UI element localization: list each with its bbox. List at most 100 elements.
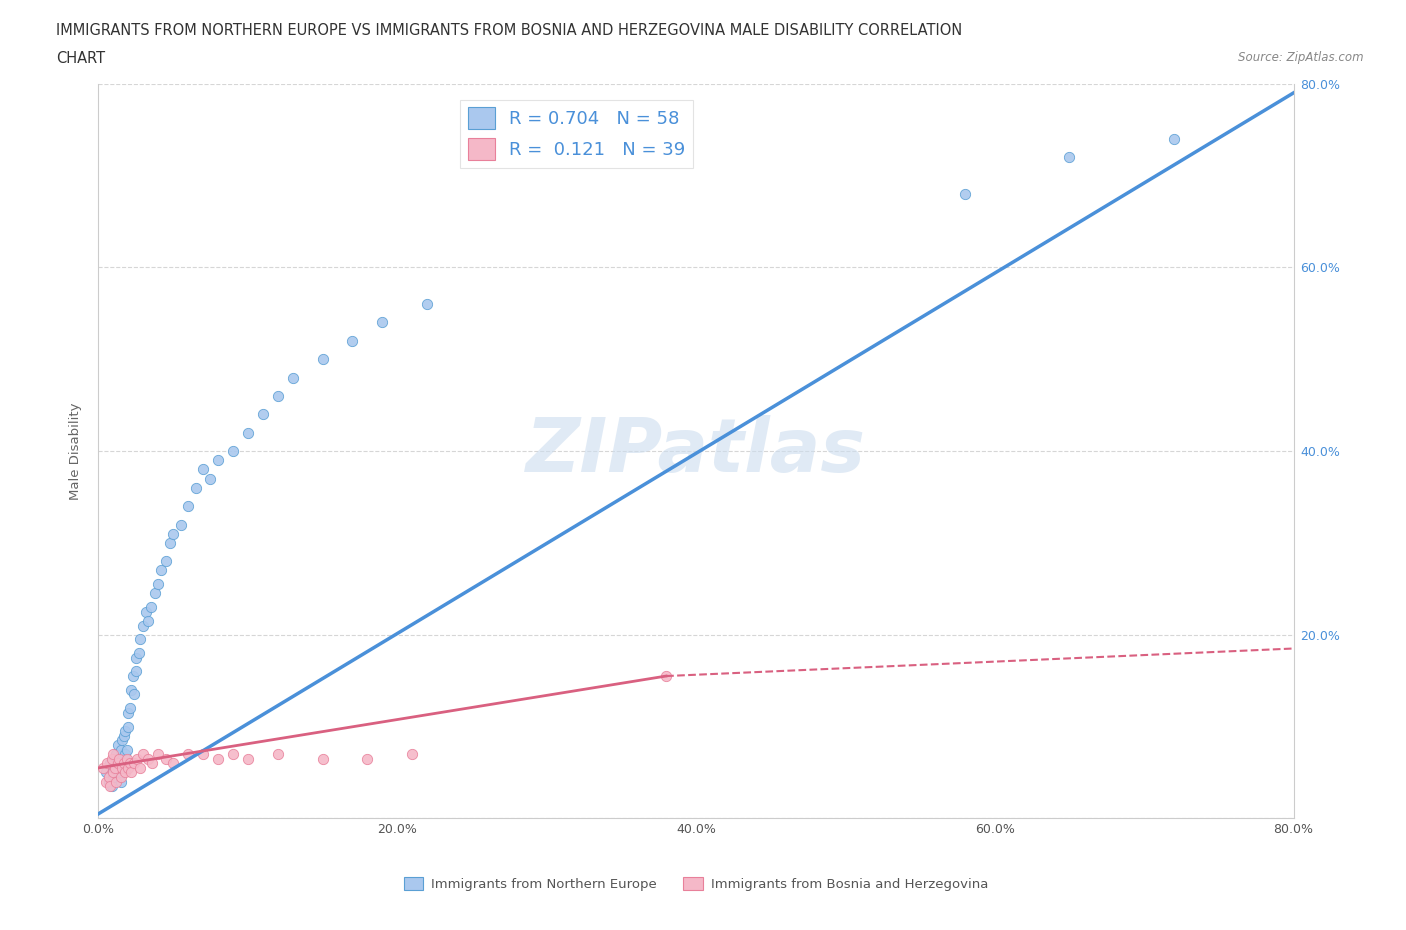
Point (252, 407, 274, 422)
Point (107, 761, 129, 776)
Point (162, 526, 184, 541)
Point (115, 751, 138, 766)
Point (401, 747, 423, 762)
Point (118, 756, 141, 771)
Point (118, 701, 141, 716)
Point (124, 756, 146, 771)
Point (342, 334, 364, 349)
Point (207, 751, 229, 766)
Point (125, 650, 148, 665)
Point (184, 481, 207, 496)
Point (129, 631, 152, 646)
Point (136, 751, 159, 766)
Point (111, 733, 134, 748)
Point (136, 614, 159, 629)
Point (281, 370, 304, 385)
Point (655, 669, 678, 684)
Point (111, 761, 134, 776)
Point (132, 618, 155, 633)
Point (169, 517, 191, 532)
Text: IMMIGRANTS FROM NORTHERN EUROPE VS IMMIGRANTS FROM BOSNIA AND HERZEGOVINA MALE D: IMMIGRANTS FROM NORTHERN EUROPE VS IMMIG… (56, 23, 963, 38)
Point (150, 563, 173, 578)
Point (114, 724, 136, 738)
Point (200, 472, 222, 486)
Point (120, 765, 142, 780)
Point (267, 389, 290, 404)
Point (132, 747, 155, 762)
Point (207, 453, 229, 468)
Point (104, 761, 127, 776)
Point (191, 747, 214, 762)
Point (222, 747, 245, 762)
Point (103, 761, 125, 776)
Point (155, 751, 177, 766)
Point (162, 756, 184, 771)
Text: ZIPatlas: ZIPatlas (526, 415, 866, 487)
Point (135, 604, 157, 619)
Point (110, 742, 132, 757)
Point (91, 761, 114, 776)
Point (143, 586, 166, 601)
Text: Source: ZipAtlas.com: Source: ZipAtlas.com (1239, 51, 1364, 64)
Point (117, 761, 139, 776)
Legend: Immigrants from Northern Europe, Immigrants from Bosnia and Herzegovina: Immigrants from Northern Europe, Immigra… (398, 871, 994, 897)
Point (97, 770, 120, 785)
Point (177, 747, 200, 762)
Point (953, 186, 976, 201)
Point (128, 645, 150, 660)
Point (1163, 131, 1185, 146)
Point (125, 664, 148, 679)
Point (121, 669, 143, 684)
Point (129, 761, 152, 776)
Point (311, 751, 333, 766)
Point (111, 751, 134, 766)
Point (94, 774, 117, 789)
Point (110, 770, 132, 785)
Point (191, 462, 214, 477)
Point (267, 747, 290, 762)
Point (101, 778, 124, 793)
Point (159, 536, 181, 551)
Point (115, 742, 138, 757)
Point (222, 444, 245, 458)
Point (124, 687, 146, 702)
Point (236, 425, 259, 440)
Point (416, 297, 439, 312)
Point (112, 756, 135, 771)
Point (103, 770, 125, 785)
Point (148, 577, 170, 591)
Text: CHART: CHART (56, 51, 105, 66)
Point (100, 756, 122, 771)
Point (107, 756, 129, 771)
Point (94, 765, 117, 780)
Point (356, 751, 378, 766)
Point (108, 751, 131, 766)
Point (105, 774, 128, 789)
Point (104, 751, 127, 766)
Point (155, 553, 177, 568)
Point (120, 683, 142, 698)
Point (97, 774, 120, 789)
Point (311, 352, 333, 366)
Y-axis label: Male Disability: Male Disability (69, 403, 83, 499)
Point (117, 719, 139, 734)
Point (103, 747, 125, 762)
Point (105, 747, 128, 762)
Point (110, 774, 132, 789)
Point (371, 315, 394, 330)
Point (101, 751, 124, 766)
Point (100, 778, 122, 793)
Point (114, 747, 136, 762)
Point (96, 756, 118, 771)
Point (117, 705, 139, 720)
Point (127, 751, 149, 766)
Point (112, 728, 135, 743)
Point (108, 756, 131, 771)
Point (114, 765, 136, 780)
Point (1059, 150, 1081, 165)
Point (107, 737, 129, 752)
Point (141, 756, 163, 771)
Point (103, 765, 125, 780)
Point (148, 747, 170, 762)
Point (177, 498, 200, 513)
